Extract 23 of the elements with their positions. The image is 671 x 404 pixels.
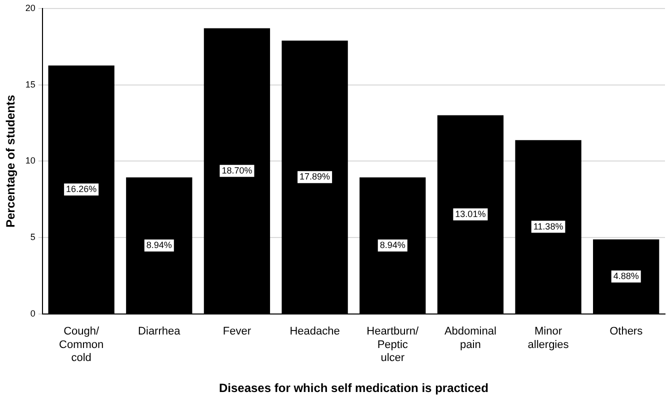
data-label: 8.94%	[146, 240, 172, 250]
x-axis-title: Diseases for which self medication is practiced	[218, 381, 488, 396]
y-tick-label: 5	[30, 232, 36, 242]
y-tick-label: 20	[25, 2, 36, 13]
data-label: 11.38%	[533, 221, 564, 232]
data-label: 13.01%	[455, 208, 486, 219]
x-tick-label: Headache	[290, 326, 340, 338]
x-tick-label: Minor allergies	[528, 326, 570, 351]
data-label: 17.89%	[300, 172, 330, 182]
y-axis-title: Percentage of students	[4, 94, 18, 228]
x-tick-label: Fever	[222, 326, 252, 338]
data-label: 4.88%	[613, 270, 639, 281]
y-tick-label: 10	[25, 156, 36, 166]
y-tick-label: 15	[25, 79, 36, 90]
x-tick-label: Cough/ Common cold	[59, 326, 104, 364]
x-tick-label: Heartburn/ Peptic ulcer	[366, 326, 420, 364]
x-tick-label: Others	[610, 326, 644, 338]
x-tick-label: Abdominal pain	[444, 326, 496, 351]
data-label: 8.94%	[380, 240, 406, 250]
x-tick-label: Diarrhea	[138, 326, 182, 338]
y-tick-label: 0	[30, 308, 36, 318]
data-label: 16.26%	[66, 184, 97, 194]
data-label: 18.70%	[222, 165, 252, 176]
